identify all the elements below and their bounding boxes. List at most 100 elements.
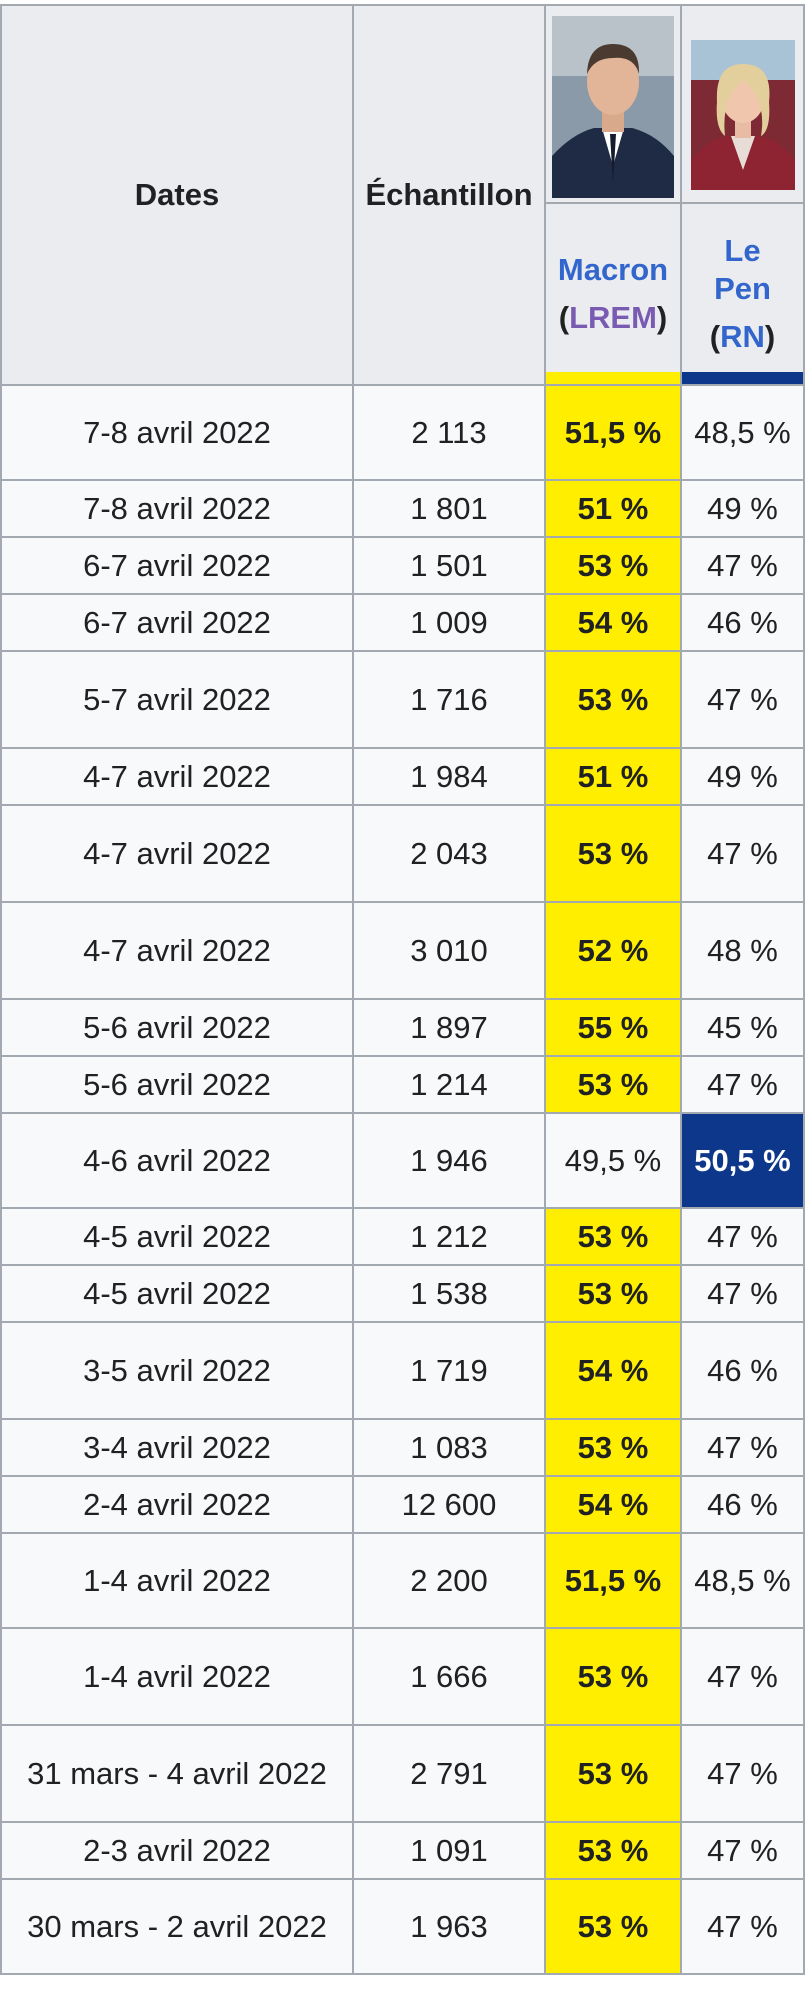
lepen-result-text: 50,5 % — [694, 1142, 791, 1178]
lepen-result-cell: 47 % — [680, 650, 805, 749]
sample-text: 2 113 — [411, 414, 487, 450]
sample-text: 1 719 — [410, 1352, 488, 1388]
dates-column-header: Dates — [0, 4, 354, 386]
dates-cell: 7-8 avril 2022 — [0, 479, 354, 538]
sample-text: 12 600 — [401, 1486, 497, 1522]
lepen-party-close-paren: ) — [764, 319, 776, 354]
macron-result-cell: 53 % — [544, 536, 682, 595]
lepen-result-cell: 47 % — [680, 1724, 805, 1823]
sample-cell: 2 791 — [352, 1724, 546, 1823]
dates-cell: 30 mars - 2 avril 2022 — [0, 1878, 354, 1975]
macron-photo-cell — [544, 4, 682, 204]
dates-cell: 4-7 avril 2022 — [0, 747, 354, 806]
macron-portrait[interactable] — [552, 16, 674, 198]
macron-party-open-paren: ( — [558, 300, 570, 335]
macron-result-cell: 51,5 % — [544, 384, 682, 481]
macron-result-text: 49,5 % — [564, 1142, 662, 1178]
macron-result-text: 53 % — [577, 1658, 649, 1694]
sample-text: 1 666 — [410, 1658, 488, 1694]
dates-text: 31 mars - 4 avril 2022 — [27, 1755, 327, 1791]
dates-cell: 1-4 avril 2022 — [0, 1532, 354, 1629]
sample-text: 1 716 — [410, 681, 488, 717]
table-row: 6-7 avril 2022 1 009 54 % 46 % — [0, 593, 805, 652]
table-row: 30 mars - 2 avril 2022 1 963 53 % 47 % — [0, 1878, 805, 1975]
table-row: 3-5 avril 2022 1 719 54 % 46 % — [0, 1321, 805, 1420]
lepen-result-text: 47 % — [707, 1658, 778, 1694]
macron-result-cell: 54 % — [544, 1475, 682, 1534]
dates-cell: 6-7 avril 2022 — [0, 536, 354, 595]
table-row: 4-6 avril 2022 1 946 49,5 % 50,5 % — [0, 1112, 805, 1209]
macron-link[interactable]: Macron — [557, 252, 669, 287]
dates-cell: 6-7 avril 2022 — [0, 593, 354, 652]
macron-result-cell: 51,5 % — [544, 1532, 682, 1629]
sample-cell: 1 083 — [352, 1418, 546, 1477]
dates-cell: 2-4 avril 2022 — [0, 1475, 354, 1534]
lepen-result-cell: 48 % — [680, 901, 805, 1000]
sample-cell: 1 666 — [352, 1627, 546, 1726]
lepen-result-text: 47 % — [707, 681, 778, 717]
macron-result-text: 54 % — [577, 1486, 649, 1522]
sample-text: 1 501 — [410, 547, 488, 583]
dates-text: 5-7 avril 2022 — [83, 681, 271, 717]
lepen-result-text: 48 % — [707, 932, 778, 968]
lepen-result-text: 49 % — [707, 758, 778, 794]
lepen-result-cell: 46 % — [680, 1475, 805, 1534]
table-row: 5-7 avril 2022 1 716 53 % 47 % — [0, 650, 805, 749]
macron-result-cell: 51 % — [544, 479, 682, 538]
table-row: 7-8 avril 2022 1 801 51 % 49 % — [0, 479, 805, 538]
dates-text: 2-4 avril 2022 — [83, 1486, 271, 1522]
sample-cell: 1 212 — [352, 1207, 546, 1266]
lepen-result-cell: 45 % — [680, 998, 805, 1057]
lepen-party-open-paren: ( — [709, 319, 721, 354]
macron-result-cell: 53 % — [544, 804, 682, 903]
rn-link[interactable]: RN — [720, 319, 765, 354]
table-row: 3-4 avril 2022 1 083 53 % 47 % — [0, 1418, 805, 1477]
lepen-result-text: 45 % — [707, 1009, 778, 1045]
lepen-result-cell: 49 % — [680, 747, 805, 806]
sample-cell: 1 897 — [352, 998, 546, 1057]
lepen-result-cell: 46 % — [680, 593, 805, 652]
macron-result-cell: 53 % — [544, 1418, 682, 1477]
dates-text: 4-7 avril 2022 — [83, 758, 271, 794]
lepen-party: (RN) — [682, 318, 803, 356]
sample-cell: 1 946 — [352, 1112, 546, 1209]
dates-cell: 1-4 avril 2022 — [0, 1627, 354, 1726]
table-row: 6-7 avril 2022 1 501 53 % 47 % — [0, 536, 805, 595]
lepen-portrait[interactable] — [690, 40, 795, 190]
macron-result-text: 51 % — [577, 758, 649, 794]
sample-cell: 1 009 — [352, 593, 546, 652]
table-row: 4-7 avril 2022 3 010 52 % 48 % — [0, 901, 805, 1000]
lrem-link[interactable]: LREM — [569, 300, 657, 335]
dates-cell: 4-5 avril 2022 — [0, 1264, 354, 1323]
sample-cell: 1 984 — [352, 747, 546, 806]
lepen-result-text: 49 % — [707, 490, 778, 526]
macron-result-text: 54 % — [577, 1352, 649, 1388]
sample-cell: 1 719 — [352, 1321, 546, 1420]
sample-column-header: Échantillon — [352, 4, 546, 386]
macron-result-cell: 53 % — [544, 1821, 682, 1880]
lepen-result-text: 46 % — [707, 604, 778, 640]
dates-cell: 3-4 avril 2022 — [0, 1418, 354, 1477]
macron-result-cell: 54 % — [544, 593, 682, 652]
lepen-result-cell: 47 % — [680, 1207, 805, 1266]
sample-text: 1 963 — [410, 1908, 488, 1944]
lepen-portrait-image — [690, 40, 795, 190]
macron-result-text: 53 % — [577, 1275, 649, 1311]
dates-text: 4-7 avril 2022 — [83, 932, 271, 968]
sample-text: 1 083 — [410, 1429, 488, 1465]
macron-result-cell: 55 % — [544, 998, 682, 1057]
dates-text: 4-7 avril 2022 — [83, 835, 271, 871]
lepen-name-line2: Pen — [714, 271, 771, 306]
lepen-link[interactable]: Le Pen — [714, 233, 771, 306]
lepen-result-cell: 48,5 % — [680, 384, 805, 481]
lepen-result-cell: 47 % — [680, 1055, 805, 1114]
sample-cell: 1 963 — [352, 1878, 546, 1975]
table-row: 2-3 avril 2022 1 091 53 % 47 % — [0, 1821, 805, 1880]
dates-text: 5-6 avril 2022 — [83, 1009, 271, 1045]
lepen-result-cell: 47 % — [680, 536, 805, 595]
lepen-color-bar — [682, 372, 803, 384]
macron-result-cell: 53 % — [544, 1724, 682, 1823]
macron-header: Macron (LREM) — [544, 202, 682, 386]
macron-result-text: 53 % — [577, 1755, 649, 1791]
dates-cell: 2-3 avril 2022 — [0, 1821, 354, 1880]
